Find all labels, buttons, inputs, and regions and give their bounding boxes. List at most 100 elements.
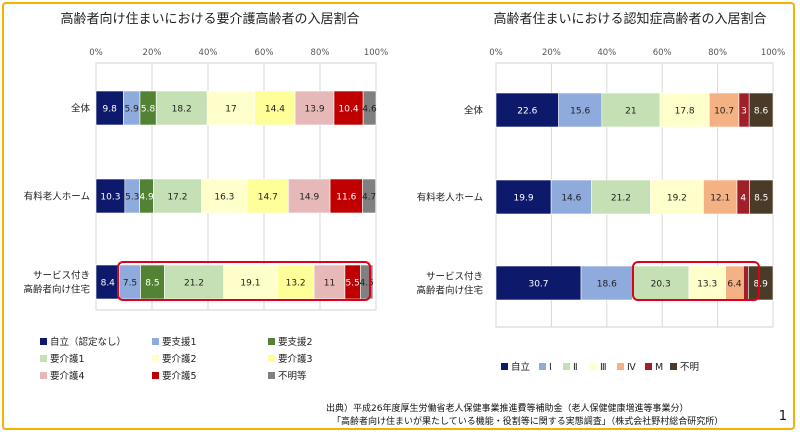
bar-segment	[254, 90, 296, 126]
data-label: 17.2	[167, 193, 187, 203]
data-label: 4.7	[362, 193, 376, 203]
x-tick-label: 80%	[708, 48, 727, 58]
data-label: 15.6	[570, 107, 590, 117]
legend-label: 要支援1	[162, 336, 197, 348]
data-label: 14.6	[561, 194, 581, 204]
legend-label: 要介護1	[50, 353, 85, 365]
chart-title-care-level: 高齢者向け住まいにおける要介護高齢者の入居割合	[60, 11, 359, 27]
bar-segment	[632, 265, 690, 301]
bar-segment	[153, 178, 202, 214]
bar-segment	[659, 92, 710, 128]
data-label: 7.5	[123, 279, 137, 289]
data-label: 11.6	[336, 193, 356, 203]
x-tick-label: 60%	[653, 48, 672, 58]
legend-label: Ⅰ	[549, 362, 552, 373]
legend-label: 要介護2	[162, 353, 197, 365]
data-label: 18.2	[172, 105, 192, 115]
data-label: 21	[625, 107, 636, 117]
legend-swatch	[617, 363, 624, 370]
category-label: サービス付き	[33, 271, 90, 282]
bar-segment	[95, 90, 124, 126]
bar-segment	[95, 178, 126, 214]
bar-segment	[495, 179, 552, 215]
bar-segment	[206, 90, 256, 126]
data-label: 16.3	[214, 193, 234, 203]
data-label: 4.9	[139, 193, 154, 203]
legend-swatch	[40, 355, 47, 362]
x-tick-label: 80%	[311, 48, 330, 58]
chart-title-dementia: 高齢者住まいにおける認知症高齢者の入居割合	[493, 11, 766, 27]
data-label: 10.4	[339, 105, 359, 115]
data-label: 5.9	[125, 105, 140, 115]
data-label: 13.2	[286, 279, 306, 289]
x-tick-label: 0%	[89, 48, 103, 58]
data-label: 17	[225, 105, 236, 115]
bar-segment	[329, 178, 363, 214]
category-label: 全体	[71, 103, 91, 115]
category-label: 高齢者向け住宅	[23, 284, 90, 296]
legend-label: 要支援2	[278, 336, 313, 348]
data-label: 20.3	[651, 280, 671, 290]
data-label: 19.9	[514, 194, 534, 204]
data-label: 10.3	[100, 193, 120, 203]
legend-swatch	[152, 372, 159, 379]
legend-label: 要介護3	[278, 353, 313, 365]
bar-segment	[288, 178, 331, 214]
data-label: 14.4	[265, 105, 285, 115]
x-tick-label: 20%	[542, 48, 561, 58]
bar-segment	[294, 90, 335, 126]
bar-segment	[495, 265, 582, 301]
data-label: 21.2	[611, 194, 631, 204]
data-label: 17.8	[675, 107, 695, 117]
x-tick-label: 40%	[199, 48, 218, 58]
data-label: 10.7	[714, 107, 734, 117]
source-line-1: 出典）平成26年度厚生労働省老人保健事業推進費等補助金（老人保健健康増進等事業分…	[326, 402, 688, 414]
bar-segment	[155, 90, 208, 126]
legend-swatch	[670, 363, 677, 370]
data-label: 8.6	[754, 107, 769, 117]
legend-swatch	[152, 338, 159, 345]
x-tick-label: 100%	[364, 48, 388, 58]
data-label: 8.5	[145, 279, 159, 289]
bar-segment	[313, 264, 346, 300]
data-label: 4.5	[359, 279, 373, 289]
legend-swatch	[590, 363, 597, 370]
legend-label: 要介護4	[50, 370, 85, 382]
category-label: 有料老人ホーム	[24, 191, 90, 203]
data-label: 14.9	[299, 193, 319, 203]
x-tick-label: 0%	[489, 48, 503, 58]
category-label: サービス付き	[426, 272, 483, 283]
legend-swatch	[40, 338, 47, 345]
bar-segment	[558, 92, 603, 128]
legend-swatch	[152, 355, 159, 362]
data-label: 12.1	[710, 194, 730, 204]
data-label: 4.6	[362, 105, 377, 115]
legend-swatch	[40, 372, 47, 379]
data-label: 4	[740, 194, 746, 204]
data-label: 8.9	[754, 280, 769, 290]
legend-swatch	[268, 355, 275, 362]
bar-segment	[649, 179, 704, 215]
legend-label: 不明等	[278, 370, 307, 382]
highlight-box-dementia	[632, 261, 760, 301]
data-label: 14.7	[258, 193, 278, 203]
category-label: 高齢者向け住宅	[416, 285, 483, 297]
legend-label: 自立	[511, 361, 530, 373]
data-label: 19.2	[667, 194, 687, 204]
legend-swatch	[539, 363, 546, 370]
legend-label: M	[655, 362, 663, 373]
slide-frame	[2, 2, 795, 430]
data-label: 21.2	[184, 279, 204, 289]
legend-label: Ⅲ	[600, 362, 607, 373]
data-label: 5.3	[125, 193, 139, 203]
legend-swatch	[268, 338, 275, 345]
legend-label: 要介護5	[162, 370, 197, 382]
bar-segment	[362, 90, 377, 126]
data-label: 3	[741, 107, 747, 117]
legend-label: 自立（認定なし）	[50, 336, 126, 348]
data-label: 9.8	[103, 105, 118, 115]
legend-label: 不明	[680, 362, 699, 373]
legend-swatch	[501, 363, 508, 370]
data-label: 19.1	[240, 279, 260, 289]
bar-segment	[362, 178, 377, 214]
